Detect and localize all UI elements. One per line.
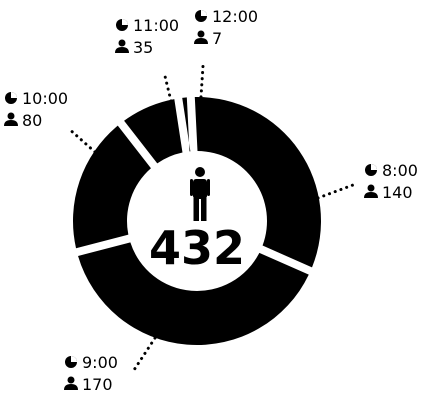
donut-segments — [73, 97, 321, 345]
segment-label: 10:00 80 — [4, 89, 68, 130]
segment-labels: 8:00 140 9:00 170 10:00 80 11:00 35 12:00 7 — [4, 7, 418, 394]
segment-count: 170 — [82, 375, 113, 394]
leader-line — [66, 126, 97, 154]
total-count: 432 — [149, 221, 245, 275]
segment-time: 10:00 — [22, 89, 68, 108]
segment-label: 9:00 170 — [64, 353, 118, 394]
segment-time: 12:00 — [212, 7, 258, 26]
donut-segment-1000 — [73, 125, 151, 249]
person-icon — [4, 112, 18, 126]
person-icon — [364, 184, 378, 198]
donut-segment-800 — [194, 97, 321, 268]
segment-count: 35 — [133, 38, 153, 57]
person-icon — [194, 30, 208, 44]
segment-label: 8:00 140 — [364, 161, 418, 202]
segment-time: 8:00 — [382, 161, 418, 180]
donut-segment-900 — [78, 242, 309, 345]
segment-count: 80 — [22, 111, 42, 130]
leader-lines — [66, 64, 355, 372]
leader-line — [199, 64, 205, 99]
segment-count: 140 — [382, 183, 413, 202]
leader-line — [316, 183, 355, 200]
person-icon — [64, 376, 78, 390]
center-person-icon — [190, 167, 210, 221]
clock-icon — [195, 10, 207, 22]
segment-label: 12:00 7 — [194, 7, 258, 48]
segment-count: 7 — [212, 29, 222, 48]
segment-time: 9:00 — [82, 353, 118, 372]
person-icon — [115, 39, 129, 53]
clock-icon — [116, 19, 128, 31]
leader-line — [162, 70, 173, 103]
clock-icon — [65, 356, 77, 368]
clock-icon — [365, 164, 377, 176]
donut-segment-1200 — [182, 97, 191, 152]
donut-segment-1100 — [124, 99, 183, 164]
leader-line — [132, 336, 157, 372]
segment-time: 11:00 — [133, 16, 179, 35]
segment-label: 11:00 35 — [115, 16, 179, 57]
clock-icon — [5, 92, 17, 104]
